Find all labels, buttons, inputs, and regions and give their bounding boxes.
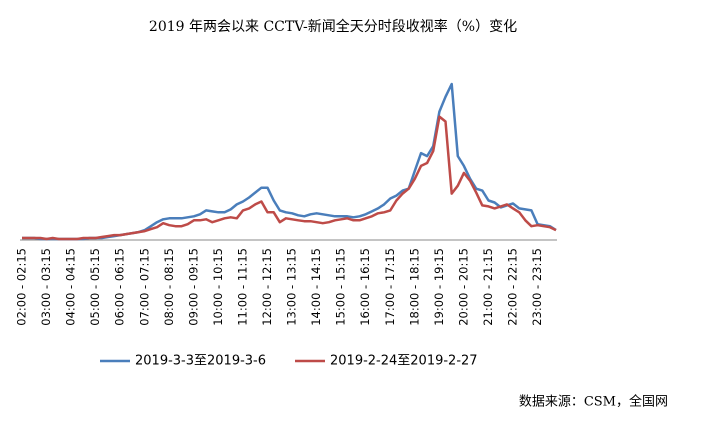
x-tick-label: 13:00 - 13:15 bbox=[285, 248, 299, 326]
series-line bbox=[22, 115, 557, 241]
x-tick-label: 04:00 - 04:15 bbox=[64, 248, 78, 326]
x-tick-label: 11:00 - 11:15 bbox=[235, 248, 249, 326]
legend-label: 2019-2-24至2019-2-27 bbox=[330, 354, 478, 369]
x-tick-label: 14:00 - 14:15 bbox=[309, 248, 323, 326]
x-tick-label: 09:00 - 09:15 bbox=[186, 248, 200, 326]
x-tick-label: 05:00 - 05:15 bbox=[88, 248, 102, 326]
x-tick-label: 21:00 - 21:15 bbox=[481, 248, 495, 326]
x-tick-label: 17:00 - 17:15 bbox=[383, 248, 397, 326]
x-tick-label: 03:00 - 03:15 bbox=[39, 248, 53, 326]
series-line bbox=[22, 82, 557, 241]
x-tick-label: 10:00 - 10:15 bbox=[211, 248, 225, 326]
x-tick-label: 15:00 - 15:15 bbox=[334, 248, 348, 326]
source-note: 数据来源：CSM，全国网 bbox=[519, 394, 668, 410]
legend-label: 2019-3-3至2019-3-6 bbox=[135, 354, 266, 369]
chart-title: 2019 年两会以来 CCTV-新闻全天分时段收视率（%）变化 bbox=[149, 18, 517, 35]
x-tick-label: 07:00 - 07:15 bbox=[137, 248, 151, 326]
x-tick-label: 20:00 - 20:15 bbox=[456, 248, 470, 326]
x-tick-label: 08:00 - 08:15 bbox=[162, 248, 176, 326]
x-tick-label: 19:00 - 19:15 bbox=[432, 248, 446, 326]
x-tick-label: 18:00 - 18:15 bbox=[407, 248, 421, 326]
x-tick-label: 23:00 - 23:15 bbox=[530, 248, 544, 326]
x-tick-label: 06:00 - 06:15 bbox=[113, 248, 127, 326]
x-tick-label: 22:00 - 22:15 bbox=[506, 248, 520, 326]
x-tick-label: 02:00 - 02:15 bbox=[15, 248, 29, 326]
x-tick-label: 16:00 - 16:15 bbox=[358, 248, 372, 326]
x-tick-label: 12:00 - 12:15 bbox=[260, 248, 274, 326]
